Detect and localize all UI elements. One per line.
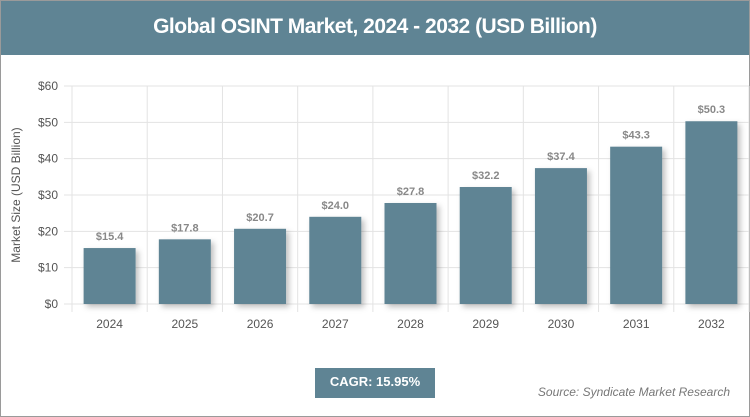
chart-title: Global OSINT Market, 2024 - 2032 (USD Bi… [1,1,749,55]
y-tick-label: $50 [38,115,58,129]
x-tick-label: 2032 [698,317,725,331]
data-label: $27.8 [397,186,425,198]
data-label: $24.0 [322,200,350,212]
y-tick-label: $20 [38,224,58,238]
bar-2031 [610,146,663,304]
y-tick-label: $30 [38,188,58,202]
bar-2032 [685,121,738,304]
bar-2029 [459,187,512,304]
data-label: $17.8 [171,222,199,234]
x-tick-label: 2025 [171,317,198,331]
bar-2026 [234,228,287,304]
data-label: $20.7 [246,212,274,224]
x-tick-label: 2031 [623,317,650,331]
bar-2024 [83,248,136,304]
y-tick-label: $60 [38,79,58,93]
x-tick-label: 2029 [472,317,499,331]
bar-2025 [158,239,211,304]
cagr-badge: CAGR: 15.95% [315,368,435,398]
x-tick-label: 2026 [247,317,274,331]
data-label: $32.2 [472,170,500,182]
x-tick-label: 2030 [548,317,575,331]
y-tick-label: $0 [45,297,59,311]
bar-2027 [309,216,362,304]
data-label: $43.3 [622,130,650,142]
y-axis-label: Market Size (USD Billion) [9,127,23,262]
x-tick-label: 2028 [397,317,424,331]
data-label: $50.3 [698,104,726,116]
data-label: $15.4 [96,231,124,243]
x-tick-label: 2024 [96,317,123,331]
data-label: $37.4 [547,151,575,163]
y-tick-label: $40 [38,152,58,166]
source-note: Source: Syndicate Market Research [537,385,730,399]
x-tick-label: 2027 [322,317,349,331]
bar-2028 [384,202,437,304]
bar-2030 [534,168,587,304]
y-tick-label: $10 [38,261,58,275]
